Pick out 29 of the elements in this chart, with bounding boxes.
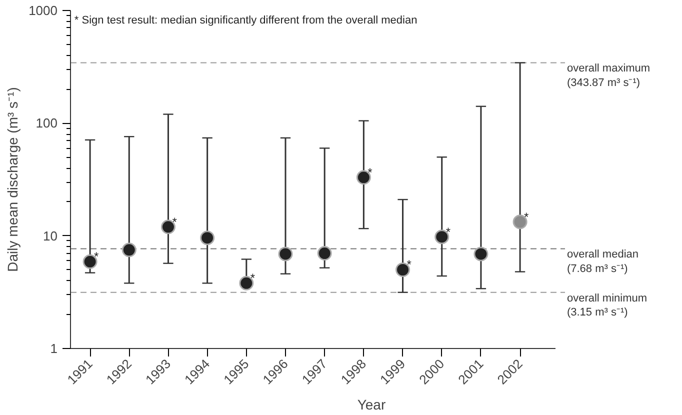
point: [160, 220, 176, 234]
point: [239, 276, 254, 290]
point: [396, 262, 410, 277]
point: [434, 230, 450, 244]
x-axis-title: Year: [357, 396, 386, 412]
annotation: *: [94, 250, 100, 264]
point: [82, 254, 98, 269]
point: [474, 246, 488, 262]
ref-line-label: overall maximum (343.87 m³ s⁻¹): [566, 62, 650, 90]
point: [317, 246, 332, 261]
annotation: *: [368, 165, 373, 180]
y-axis-title: Daily mean discharge (m³ s⁻¹): [4, 87, 21, 272]
annotation: *: [446, 224, 451, 239]
ref-line-label: overall minimum (3.15 m³ s⁻¹): [566, 292, 648, 319]
y-tick-label: 1: [50, 341, 58, 356]
annotation: *: [250, 271, 256, 286]
annotation: * Sign test result: median significantly different from the overall median: [74, 14, 418, 26]
annotation: *: [172, 214, 178, 229]
point: [122, 242, 136, 258]
point: [356, 170, 371, 185]
annotation: *: [524, 210, 530, 224]
ref-line-label: overall median (7.68 m³ s⁻¹): [566, 248, 638, 276]
y-tick-label: 10: [43, 228, 58, 244]
y-tick-label: 1000: [28, 3, 58, 18]
annotation: *: [406, 258, 412, 272]
y-tick-label: 100: [36, 116, 58, 131]
point: [278, 246, 293, 262]
point: [512, 214, 528, 230]
point: [200, 230, 215, 246]
